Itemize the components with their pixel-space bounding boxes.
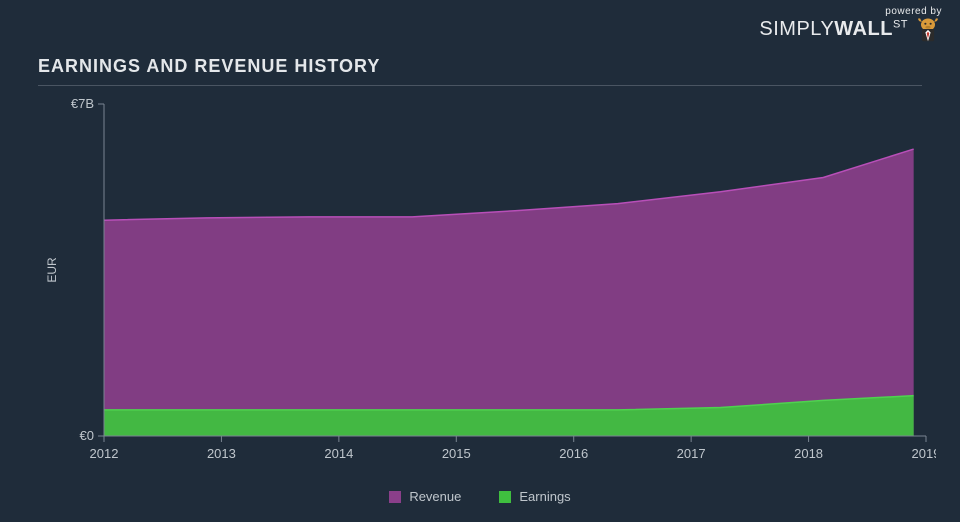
brand-logo: SIMPLYWALLST <box>759 15 942 43</box>
title-rule <box>38 85 922 86</box>
legend-label-revenue: Revenue <box>409 489 461 504</box>
legend-label-earnings: Earnings <box>519 489 570 504</box>
bull-icon <box>914 15 942 43</box>
brand-word-3: ST <box>893 18 908 30</box>
legend-item-revenue: Revenue <box>389 489 461 504</box>
legend-item-earnings: Earnings <box>499 489 570 504</box>
svg-text:€7B: €7B <box>71 96 94 111</box>
brand-logo-text: SIMPLYWALLST <box>759 18 908 41</box>
legend: Revenue Earnings <box>0 489 960 504</box>
area-chart: €0 €7B 2012 2013 2014 2015 2016 2017 2018 2019 EUR <box>38 96 936 474</box>
chart-title: EARNINGS AND REVENUE HISTORY <box>38 56 922 77</box>
legend-swatch-revenue <box>389 491 401 503</box>
svg-text:2015: 2015 <box>442 446 471 461</box>
svg-text:2014: 2014 <box>324 446 353 461</box>
svg-text:€0: €0 <box>80 428 94 443</box>
svg-text:2017: 2017 <box>677 446 706 461</box>
svg-text:2013: 2013 <box>207 446 236 461</box>
brand-word-2: WALL <box>834 18 893 40</box>
branding: powered by SIMPLYWALLST <box>759 6 942 43</box>
title-block: EARNINGS AND REVENUE HISTORY <box>38 56 922 86</box>
brand-word-1: SIMPLY <box>759 18 834 40</box>
svg-text:2018: 2018 <box>794 446 823 461</box>
svg-text:2016: 2016 <box>559 446 588 461</box>
legend-swatch-earnings <box>499 491 511 503</box>
svg-text:2019: 2019 <box>912 446 936 461</box>
svg-text:2012: 2012 <box>90 446 119 461</box>
svg-text:EUR: EUR <box>45 257 59 283</box>
